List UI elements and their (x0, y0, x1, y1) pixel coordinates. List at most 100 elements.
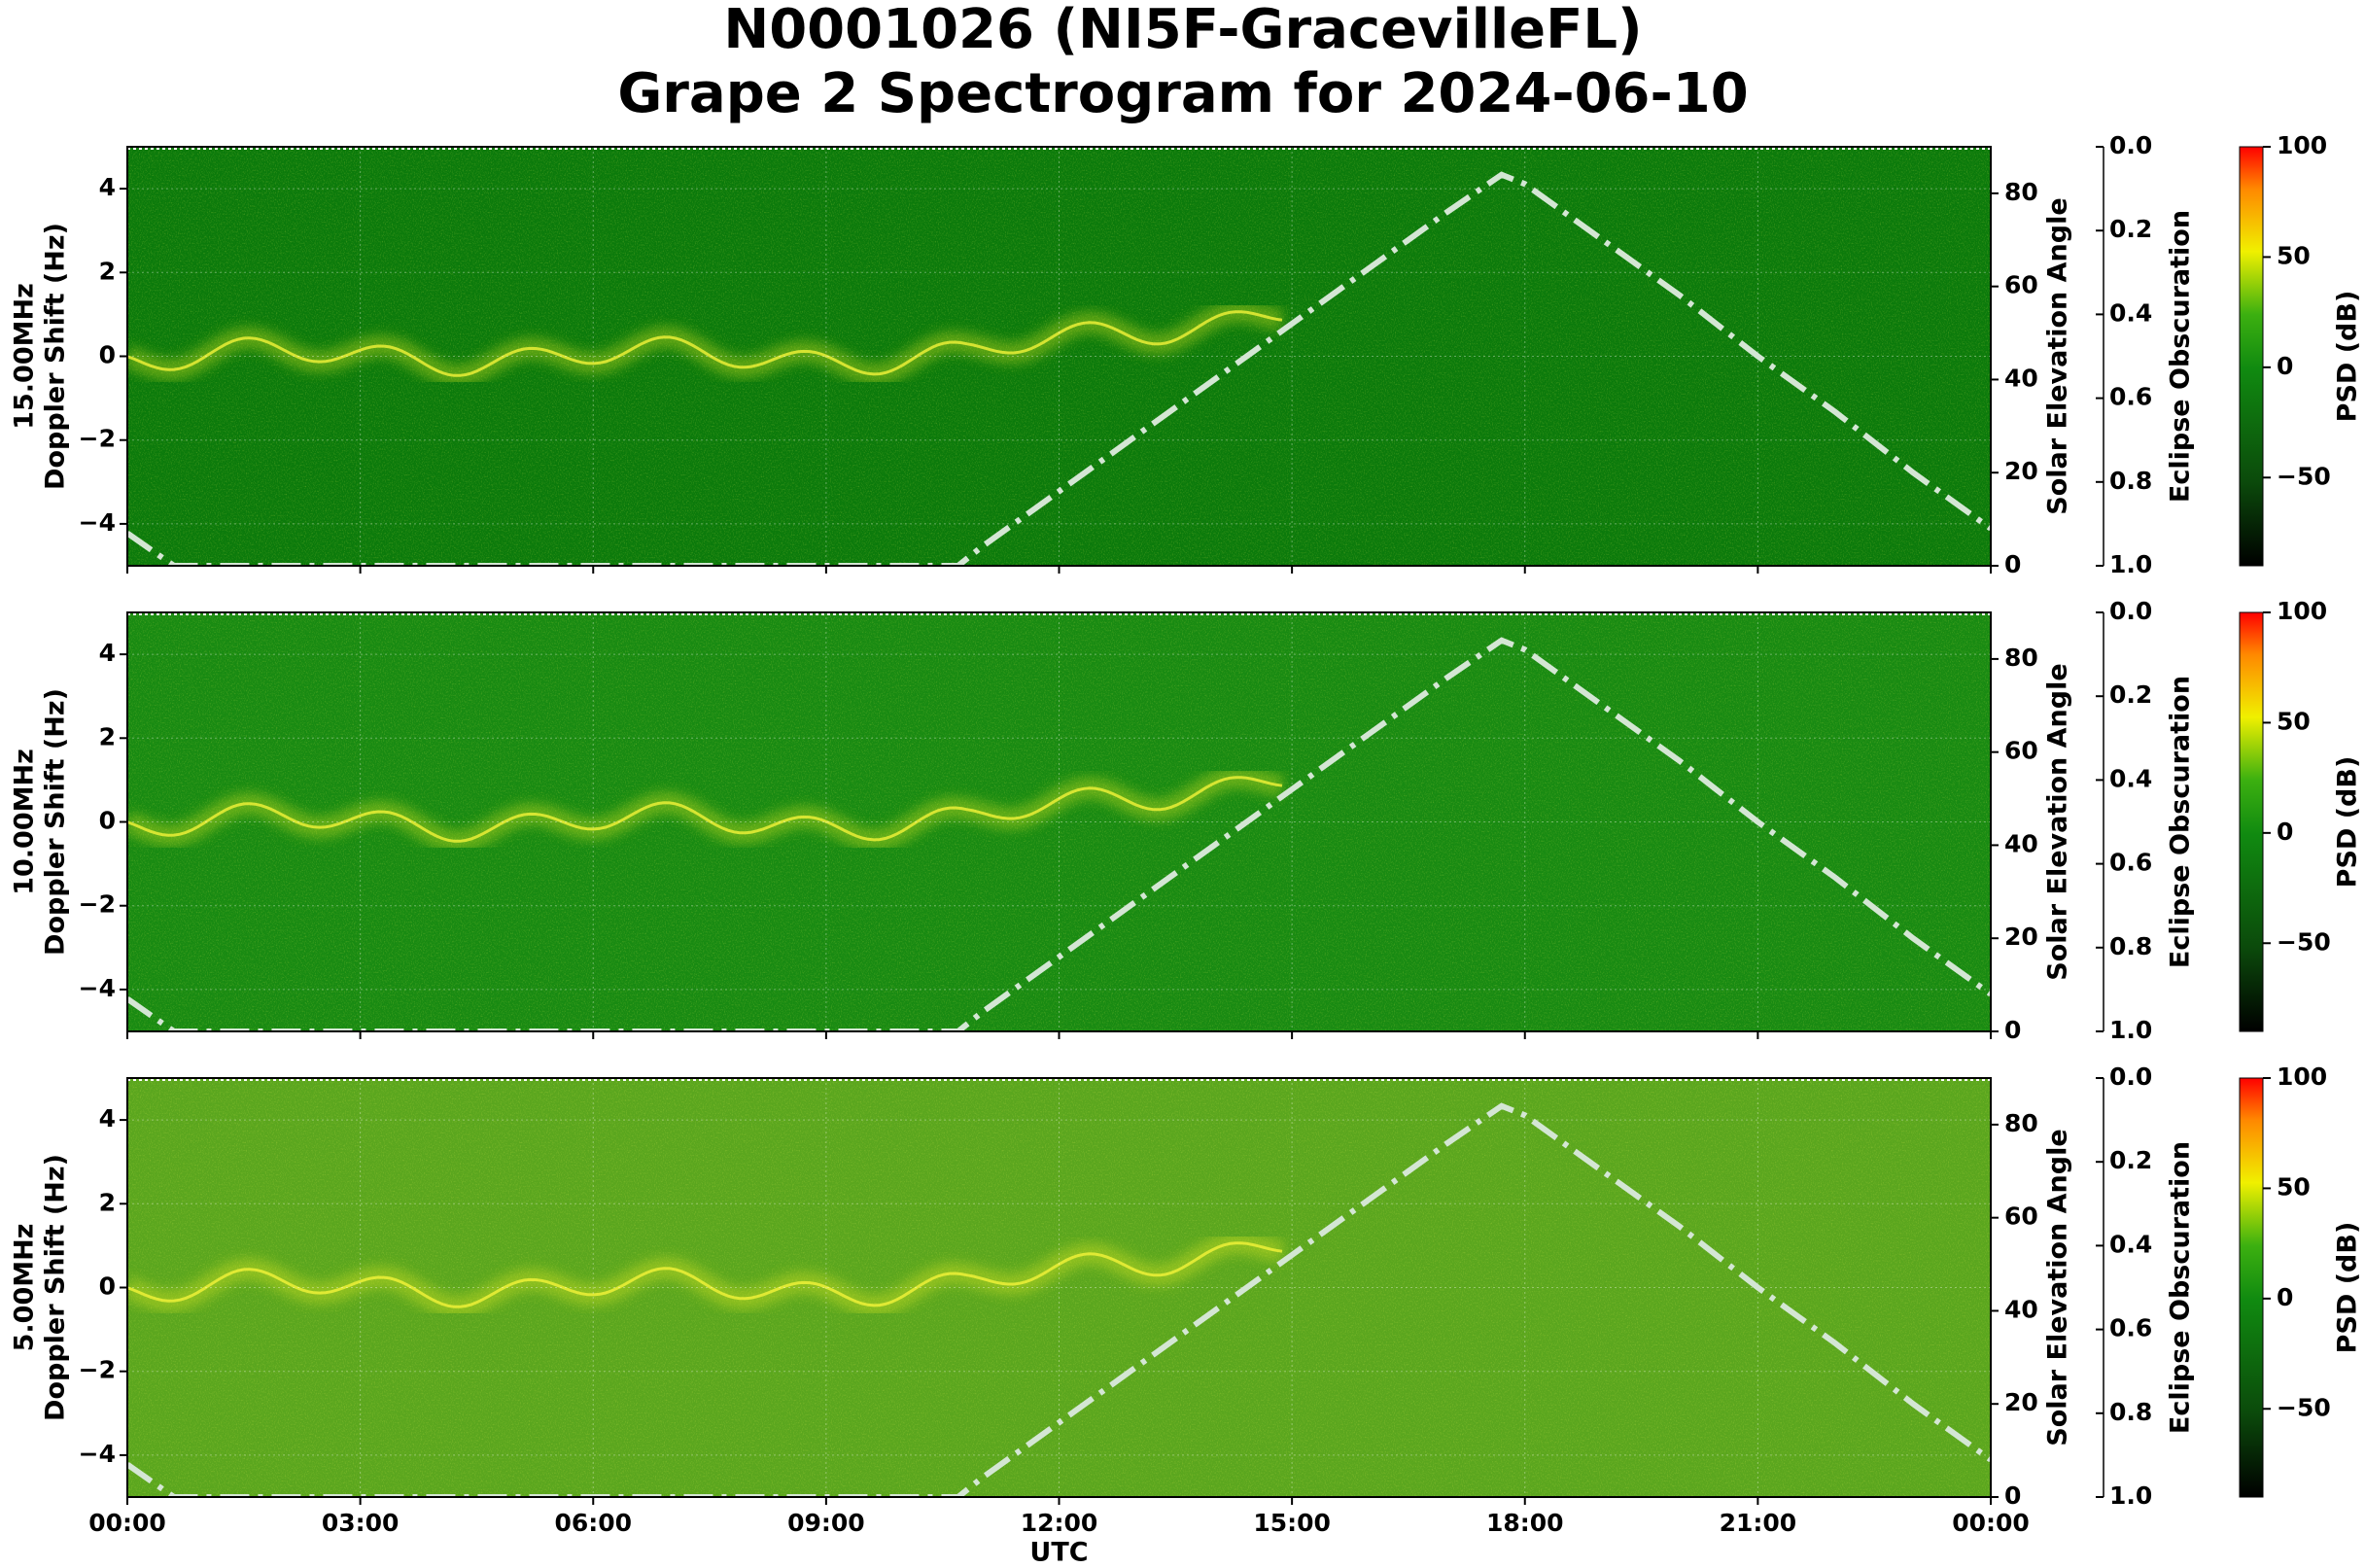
y-tick-label: −2 (79, 1356, 116, 1384)
eclipse-tick-label: 0.8 (2109, 467, 2152, 495)
y-tick-label: −2 (79, 890, 116, 919)
y2-tick-label: 80 (2004, 178, 2038, 206)
y-tick-label: 0 (99, 1272, 116, 1301)
solar-elevation-line (127, 637, 1991, 1031)
x-tick-label: 00:00 (1952, 1509, 2030, 1537)
y2-axis-label: Solar Elevation Angle (2043, 1129, 2073, 1446)
plot-area (127, 147, 1991, 566)
eclipse-tick-label: 0.4 (2109, 764, 2152, 792)
x-tick-label: 21:00 (1720, 1509, 1797, 1537)
colorbar-tick-label: −50 (2277, 927, 2331, 956)
plot-frame (126, 1077, 1992, 1498)
colorbar-label: PSD (dB) (2333, 756, 2363, 889)
colorbar-tick-label: −50 (2277, 1393, 2331, 1421)
eclipse-tick-label: 0.6 (2109, 1314, 2152, 1342)
y-axis-label: Doppler Shift (Hz) (41, 1154, 71, 1421)
y2-axis-label: Solar Elevation Angle (2043, 197, 2073, 514)
colorbar-tick-label: 100 (2277, 597, 2327, 625)
plot-frame (126, 146, 1992, 567)
y-tick-label: 4 (99, 639, 116, 667)
colorbar-label: PSD (dB) (2333, 291, 2363, 423)
y-tick-label: −2 (79, 425, 116, 453)
y2-axis-label: Solar Elevation Angle (2043, 663, 2073, 980)
y2-tick-label: 40 (2004, 364, 2038, 392)
y-tick-label: 2 (99, 1188, 116, 1216)
plot-frame (126, 611, 1992, 1032)
signal-trace (127, 776, 1283, 843)
y2-tick-label: 20 (2004, 457, 2038, 485)
y-tick-label: 2 (99, 257, 116, 285)
y-axis-label: Doppler Shift (Hz) (41, 688, 71, 956)
colorbar (2239, 146, 2264, 567)
colorbar-tick-label: −50 (2277, 462, 2331, 490)
y-axis-label: Doppler Shift (Hz) (41, 223, 71, 490)
eclipse-tick-label: 0.6 (2109, 849, 2152, 877)
colorbar-tick-label: 100 (2277, 131, 2327, 159)
y2-tick-label: 0 (2004, 550, 2021, 578)
y2-tick-label: 40 (2004, 829, 2038, 857)
x-tick-label: 03:00 (322, 1509, 400, 1537)
y2-tick-label: 0 (2004, 1016, 2021, 1044)
x-tick-label: 09:00 (787, 1509, 865, 1537)
y2-tick-label: 20 (2004, 923, 2038, 951)
eclipse-tick-label: 0.0 (2109, 1063, 2152, 1091)
colorbar-label: PSD (dB) (2333, 1222, 2363, 1354)
colorbar-tick-label: 50 (2277, 1172, 2311, 1201)
spectrogram-noise (127, 612, 1991, 1031)
y-tick-label: 0 (99, 807, 116, 835)
y2-tick-label: 60 (2004, 737, 2038, 765)
eclipse-tick-label: 0.0 (2109, 597, 2152, 625)
y-tick-label: −4 (79, 974, 116, 1002)
spectrogram-noise (127, 147, 1991, 566)
y-tick-label: 4 (99, 1104, 116, 1132)
x-tick-label: 15:00 (1253, 1509, 1331, 1537)
y2-tick-label: 60 (2004, 1202, 2038, 1231)
eclipse-tick-label: 0.4 (2109, 298, 2152, 327)
eclipse-tick-label: 1.0 (2109, 1481, 2152, 1510)
y2-tick-label: 60 (2004, 271, 2038, 299)
y-axis-label: 10.00MHz (10, 749, 40, 895)
eclipse-tick-label: 1.0 (2109, 550, 2152, 578)
eclipse-axis-label: Eclipse Obscuration (2166, 676, 2196, 968)
y-tick-label: 2 (99, 722, 116, 750)
eclipse-axis-label: Eclipse Obscuration (2166, 1141, 2196, 1434)
x-axis-label: UTC (1029, 1538, 1088, 1568)
colorbar-tick-label: 100 (2277, 1063, 2327, 1091)
eclipse-tick-label: 0.2 (2109, 215, 2152, 243)
signal-trace (127, 310, 1283, 377)
colorbar-tick-label: 50 (2277, 241, 2311, 269)
y-axis-label: 15.00MHz (10, 283, 40, 430)
colorbar (2239, 1077, 2264, 1498)
y2-tick-label: 80 (2004, 1109, 2038, 1137)
y-tick-label: 4 (99, 173, 116, 201)
plot-area (127, 1078, 1991, 1497)
y-tick-label: −4 (79, 508, 116, 537)
eclipse-tick-label: 0.8 (2109, 932, 2152, 960)
eclipse-tick-label: 0.6 (2109, 383, 2152, 411)
colorbar-tick-label: 0 (2277, 352, 2293, 380)
title-line: Grape 2 Spectrogram for 2024-06-10 (617, 62, 1748, 125)
plot-area (127, 612, 1991, 1031)
colorbar (2239, 611, 2264, 1032)
eclipse-tick-label: 0.8 (2109, 1398, 2152, 1426)
x-tick-label: 12:00 (1021, 1509, 1098, 1537)
y2-tick-label: 80 (2004, 644, 2038, 672)
eclipse-tick-label: 1.0 (2109, 1016, 2152, 1044)
eclipse-tick-label: 0.2 (2109, 680, 2152, 709)
colorbar-tick-label: 0 (2277, 1283, 2293, 1311)
x-tick-label: 18:00 (1486, 1509, 1564, 1537)
spectrogram-noise (127, 1078, 1991, 1497)
eclipse-tick-label: 0.2 (2109, 1146, 2152, 1174)
y-tick-label: 0 (99, 341, 116, 369)
solar-elevation-line (127, 1102, 1991, 1497)
solar-elevation-line (127, 171, 1991, 566)
eclipse-tick-label: 0.4 (2109, 1230, 2152, 1258)
eclipse-axis-label: Eclipse Obscuration (2166, 210, 2196, 503)
y-axis-label: 5.00MHz (10, 1224, 40, 1352)
y2-tick-label: 20 (2004, 1388, 2038, 1416)
eclipse-tick-label: 0.0 (2109, 131, 2152, 159)
colorbar-tick-label: 0 (2277, 818, 2293, 846)
signal-trace (127, 1241, 1283, 1308)
colorbar-tick-label: 50 (2277, 707, 2311, 735)
